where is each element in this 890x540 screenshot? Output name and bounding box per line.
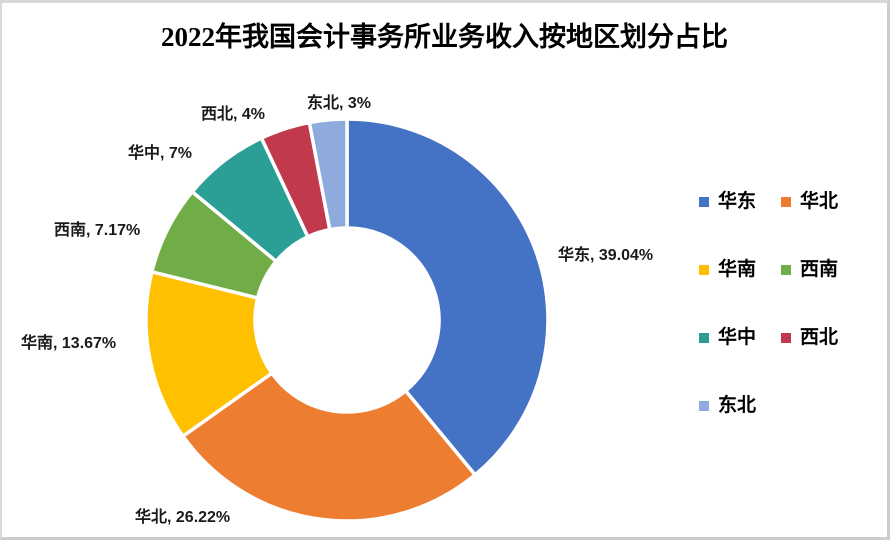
donut-slice-south-china: [144, 270, 274, 438]
legend-item-central-china: 华中: [699, 325, 781, 351]
legend-swatch-central-china: [699, 333, 709, 343]
legend-item-south-china: 华南: [699, 257, 781, 283]
legend-label-central-china: 华中: [718, 327, 757, 348]
data-label-southwest: 西南, 7.17%: [54, 222, 141, 239]
legend-label-east-china: 华东: [718, 191, 757, 212]
legend-swatch-south-china: [699, 265, 709, 275]
legend-swatch-north-china: [781, 197, 791, 207]
legend-label-north-china: 华北: [800, 191, 839, 212]
donut-chart: [144, 117, 550, 523]
data-label-south-china: 华南, 13.67%: [21, 335, 117, 352]
legend-item-northwest: 西北: [781, 325, 863, 351]
legend-swatch-southwest: [781, 265, 791, 275]
legend-item-east-china: 华东: [699, 189, 781, 215]
legend-item-northeast: 东北: [699, 393, 781, 419]
legend-item-north-china: 华北: [781, 189, 863, 215]
legend-swatch-east-china: [699, 197, 709, 207]
legend-label-south-china: 华南: [718, 259, 757, 280]
donut-slice-east-china: [345, 117, 550, 477]
data-label-northeast: 东北, 3%: [307, 95, 372, 112]
donut-slice-northeast: [307, 117, 349, 232]
data-label-central-china: 华中, 7%: [128, 145, 193, 162]
legend-label-northwest: 西北: [800, 327, 839, 348]
data-label-east-china: 华东, 39.04%: [558, 247, 654, 264]
legend: 华东 华北 华南 西南 华中 西北 东北: [699, 189, 863, 419]
chart-title: 2022年我国会计事务所业务收入按地区划分占比: [161, 22, 728, 52]
legend-label-southwest: 西南: [800, 259, 839, 280]
legend-label-northeast: 东北: [718, 395, 757, 416]
data-label-northwest: 西北, 4%: [201, 106, 266, 123]
data-label-north-china: 华北, 26.22%: [135, 509, 231, 526]
legend-swatch-northeast: [699, 401, 709, 411]
legend-swatch-northwest: [781, 333, 791, 343]
legend-item-southwest: 西南: [781, 257, 863, 283]
donut-slice-north-china: [181, 371, 477, 523]
